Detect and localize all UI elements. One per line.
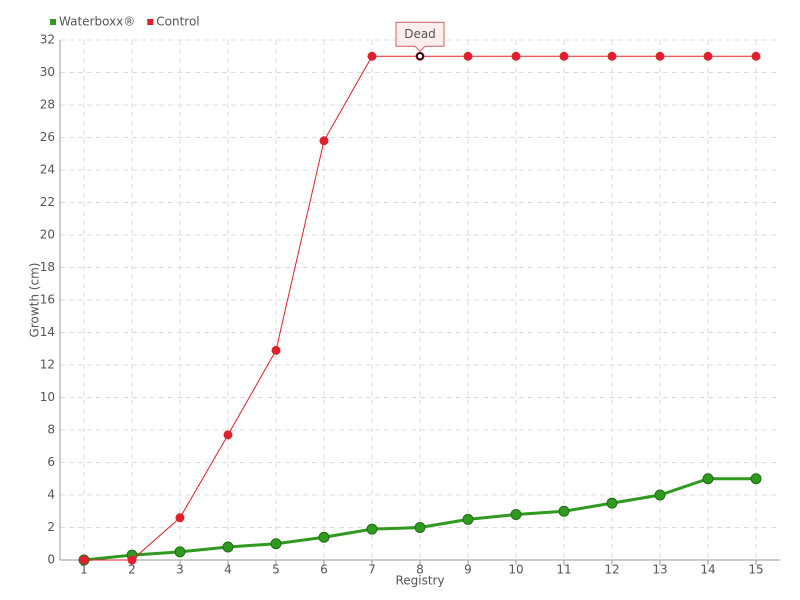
x-tick-label: 12 (604, 563, 619, 577)
data-point (510, 509, 522, 520)
x-tick-label: 15 (748, 563, 763, 577)
y-tick-label: 10 (40, 390, 55, 404)
data-point (511, 51, 521, 61)
data-point (463, 51, 473, 61)
legend-swatch (147, 19, 154, 25)
y-tick-label: 4 (47, 488, 55, 502)
x-tick-label: 8 (416, 563, 424, 577)
data-point (223, 430, 233, 440)
x-tick-label: 1 (80, 563, 88, 577)
legend-swatch (50, 19, 56, 25)
data-point (174, 546, 186, 558)
y-tick-label: 2 (47, 520, 55, 534)
data-point (319, 136, 329, 146)
x-tick-label: 6 (320, 563, 328, 577)
data-point (127, 555, 137, 565)
legend-label: Control (156, 15, 199, 29)
data-point (703, 51, 713, 61)
y-tick-label: 32 (40, 33, 55, 47)
x-tick-label: 3 (176, 563, 184, 577)
y-tick-label: 8 (47, 423, 55, 437)
data-point (175, 513, 185, 523)
y-tick-label: 22 (40, 195, 55, 209)
data-point (366, 523, 378, 535)
y-tick-label: 28 (40, 98, 55, 112)
x-tick-label: 14 (700, 563, 715, 577)
x-tick-label: 7 (368, 563, 376, 577)
y-tick-label: 14 (40, 325, 55, 339)
x-tick-label: 10 (508, 563, 523, 577)
x-tick-label: 13 (652, 563, 667, 577)
data-point (559, 51, 569, 61)
y-tick-label: 24 (40, 163, 55, 177)
legend-label: Waterboxx® (59, 15, 135, 29)
data-point (462, 513, 474, 525)
y-tick-label: 30 (40, 65, 55, 79)
x-axis-title: Registry (395, 574, 444, 588)
y-tick-label: 6 (47, 455, 55, 469)
data-point (558, 505, 570, 517)
y-tick-label: 20 (40, 228, 55, 242)
y-axis-title: Growth (cm) (28, 263, 42, 338)
annotation-box (395, 21, 445, 52)
y-tick-label: 12 (40, 358, 55, 372)
x-tick-label: 5 (272, 563, 280, 577)
data-point (702, 473, 714, 485)
data-point (607, 51, 617, 61)
data-point (270, 538, 282, 550)
y-tick-label: 18 (40, 260, 55, 274)
data-point (750, 473, 762, 485)
data-point (318, 531, 330, 543)
data-point (751, 51, 761, 61)
x-tick-label: 2 (128, 563, 136, 577)
data-point (654, 489, 666, 501)
data-point (414, 522, 426, 533)
data-point (271, 345, 281, 355)
data-point (222, 541, 234, 553)
data-point (367, 51, 377, 61)
data-point (79, 555, 89, 565)
x-tick-label: 4 (224, 563, 232, 577)
x-tick-label: 9 (464, 563, 472, 577)
y-tick-label: 16 (40, 293, 55, 307)
y-tick-label: 0 (47, 553, 55, 567)
annotation-point (416, 52, 424, 60)
annotation-text: Dead (404, 27, 436, 41)
data-point (606, 497, 618, 509)
x-tick-label: 11 (556, 563, 571, 577)
y-tick-label: 26 (40, 130, 55, 144)
data-point (655, 51, 665, 61)
